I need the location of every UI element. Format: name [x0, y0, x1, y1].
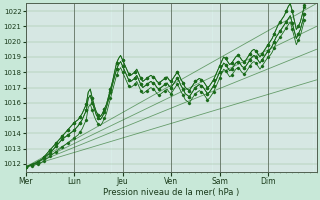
X-axis label: Pression niveau de la mer( hPa ): Pression niveau de la mer( hPa ): [103, 188, 239, 197]
